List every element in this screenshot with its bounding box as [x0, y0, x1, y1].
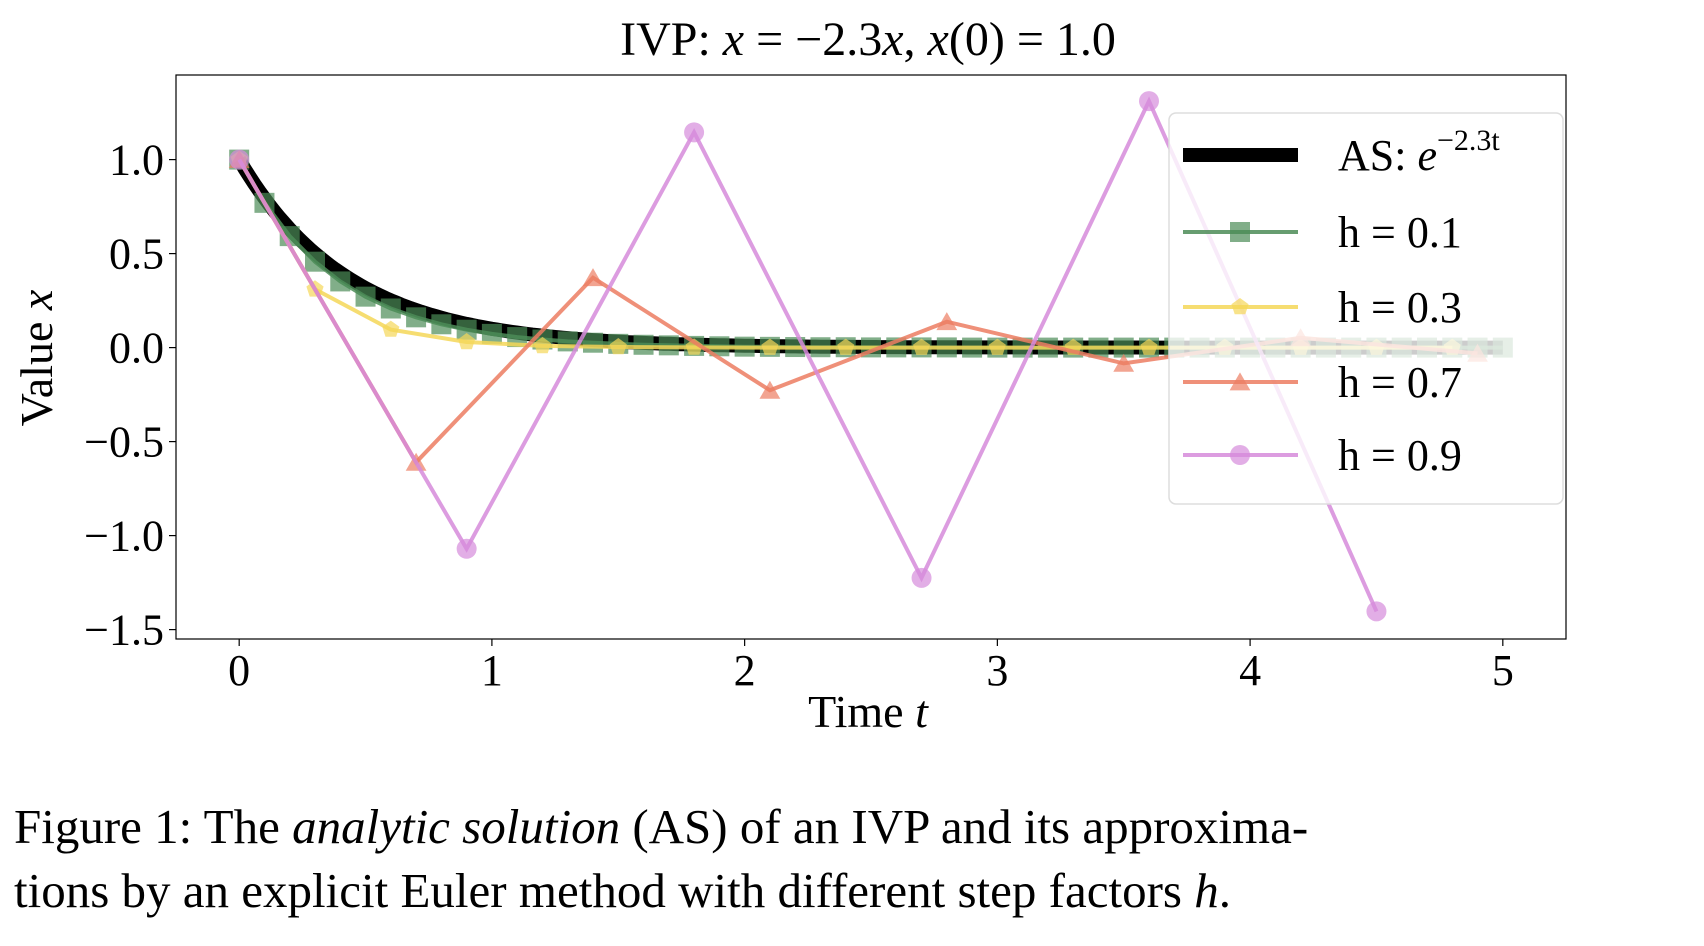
- series-point: [355, 286, 376, 307]
- series-point: [507, 327, 528, 348]
- series-point: [609, 338, 627, 355]
- series-point: [837, 338, 855, 355]
- caption-text: .: [1218, 863, 1231, 918]
- y-tick-label: −0.5: [84, 418, 164, 467]
- legend-swatch-marker: [1230, 222, 1250, 242]
- legend-swatch-marker: [1229, 372, 1251, 391]
- series-point: [330, 271, 351, 292]
- legend-label: h = 0.1: [1338, 208, 1462, 257]
- series-point: [633, 334, 654, 355]
- series-point: [913, 338, 931, 355]
- series-point: [684, 122, 705, 143]
- series-point: [456, 319, 477, 340]
- legend-box: [1168, 112, 1564, 505]
- y-tick-label: −1.5: [84, 606, 164, 655]
- series-point: [1139, 91, 1159, 112]
- series-point: [456, 538, 477, 559]
- series-point: [583, 332, 603, 353]
- figure-caption: Figure 1: The analytic solution (AS) of …: [14, 795, 1694, 923]
- x-tick-label: 1: [481, 646, 503, 695]
- series-point: [431, 314, 452, 335]
- x-tick-label: 2: [734, 646, 756, 695]
- x-axis-label: Time t: [808, 686, 929, 737]
- series-point: [582, 268, 604, 287]
- caption-text: Figure 1: The: [14, 799, 293, 854]
- series-point: [382, 320, 400, 337]
- series-point: [380, 298, 401, 319]
- x-tick-label: 3: [986, 646, 1008, 695]
- chart-title: IVP: x = −2.3x, x(0) = 1.0: [620, 13, 1116, 66]
- legend-swatch-marker: [1231, 298, 1249, 315]
- series-point: [988, 338, 1006, 355]
- legend-label: h = 0.9: [1338, 431, 1462, 480]
- legend-label: h = 0.7: [1338, 358, 1462, 407]
- legend-label-analytic: AS: e−2.3t: [1338, 124, 1500, 180]
- series-point: [229, 149, 250, 170]
- plot-frame: [175, 74, 1567, 640]
- series-point: [1140, 338, 1158, 355]
- caption-text: tions by an explicit Euler method with d…: [14, 863, 1195, 918]
- caption-variable: h: [1194, 863, 1219, 918]
- series-point: [1366, 601, 1387, 622]
- series-point: [759, 380, 781, 399]
- legend-swatch-marker: [1230, 445, 1250, 465]
- series-point: [761, 338, 779, 355]
- euler-chart: IVP: x = −2.3x, x(0) = 1.0 0 1 2 3 4 51.00.50…: [11, 13, 1567, 737]
- legend-label: h = 0.3: [1338, 283, 1462, 332]
- x-tick-label: 0: [228, 646, 250, 695]
- series-point: [1113, 353, 1135, 372]
- series-point: [481, 323, 502, 344]
- series-point: [533, 336, 551, 354]
- x-tick-label: 4: [1239, 646, 1261, 695]
- y-tick-label: 0.0: [109, 324, 164, 373]
- y-tick-label: 1.0: [109, 136, 164, 185]
- series-point: [458, 333, 476, 350]
- series-point: [936, 312, 958, 331]
- y-tick-label: 0.5: [109, 230, 164, 279]
- series-point: [406, 307, 427, 328]
- y-axis-label: Value x: [11, 289, 62, 426]
- series-point: [911, 567, 932, 588]
- legend: AS: e−2.3t h = 0.1 h = 0.3 h = 0.7 h = 0.9: [1168, 112, 1564, 505]
- x-tick-label: 5: [1492, 646, 1514, 695]
- series-point: [305, 251, 325, 272]
- caption-text: (AS) of an IVP and its approxima-: [620, 799, 1309, 854]
- axes: 0 1 2 3 4 5 1.0 0.5 0.0 −0.5 −1.0 −1.5: [84, 74, 1567, 695]
- caption-emphasis: analytic solution: [292, 799, 621, 854]
- y-tick-label: −1.0: [84, 512, 164, 561]
